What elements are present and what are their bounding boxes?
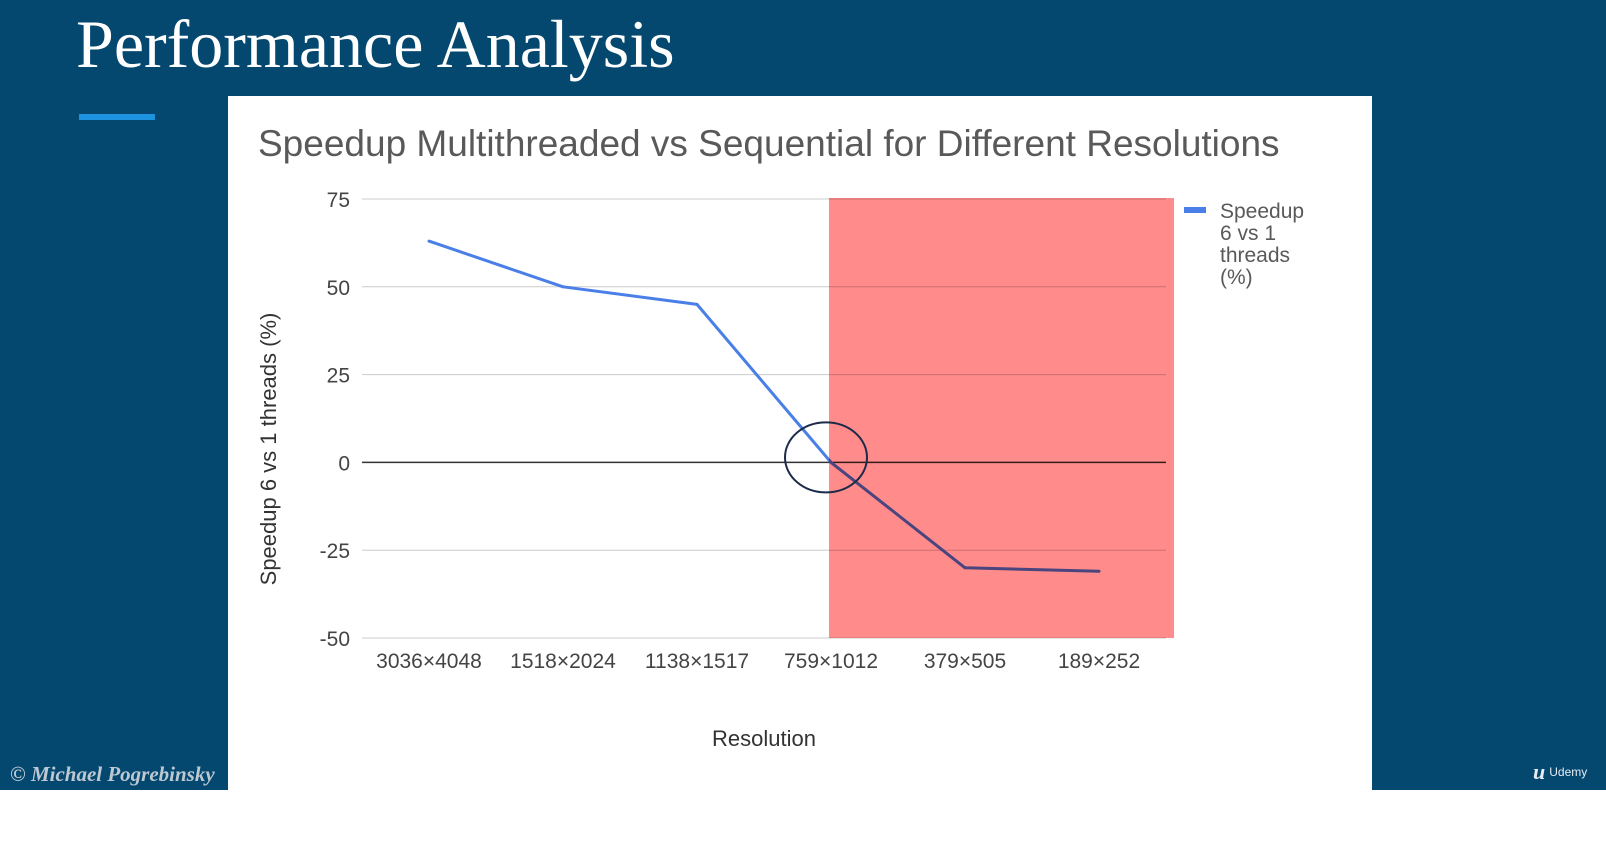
- legend-label-line: 6 vs 1: [1220, 222, 1276, 245]
- udemy-logo: u Udemy: [1533, 759, 1588, 784]
- udemy-mark-icon: u: [1533, 759, 1546, 784]
- x-tick-label: 189×252: [1058, 650, 1140, 673]
- annotation-circle: [784, 421, 868, 494]
- data-point: [561, 285, 565, 289]
- y-tick-label: 0: [338, 452, 350, 475]
- x-tick-label: 3036×4048: [376, 650, 482, 673]
- x-tick-label: 379×505: [924, 650, 1006, 673]
- legend-label-line: threads: [1220, 244, 1290, 267]
- data-point: [695, 302, 699, 306]
- title-accent-bar: [79, 114, 155, 120]
- x-tick-label: 1518×2024: [510, 650, 616, 673]
- slide-title: Performance Analysis: [76, 6, 675, 82]
- overlay-layer: [784, 198, 1174, 638]
- slide: Performance Analysis Speedup Multithread…: [0, 0, 1606, 790]
- y-tick-label: -50: [320, 628, 350, 651]
- y-tick-label: -25: [320, 540, 350, 563]
- chart-title: Speedup Multithreaded vs Sequential for …: [258, 123, 1280, 164]
- highlight-region: [829, 198, 1174, 638]
- x-tick-label: 1138×1517: [645, 650, 749, 673]
- data-point: [427, 239, 431, 243]
- y-tick-label: 50: [327, 277, 350, 300]
- legend-label: Speedup 6 vs 1 threads (%): [1220, 200, 1304, 289]
- copyright-notice: © Michael Pogrebinsky: [10, 762, 215, 786]
- udemy-wordmark: Udemy: [1549, 765, 1588, 779]
- x-axis-label: Resolution: [712, 726, 816, 751]
- x-tick-label: 759×1012: [784, 650, 878, 673]
- x-tick-labels: 3036×4048 1518×2024 1138×1517 759×1012 379×5…: [376, 650, 1140, 673]
- y-tick-label: 75: [327, 189, 350, 212]
- legend-swatch: [1184, 207, 1206, 213]
- legend-label-line: Speedup: [1220, 200, 1304, 223]
- y-tick-labels: 75 50 25 0 -25 -50: [320, 189, 350, 651]
- legend-label-line: (%): [1220, 266, 1253, 289]
- y-tick-label: 25: [327, 365, 350, 388]
- y-axis-label: Speedup 6 vs 1 threads (%): [256, 313, 281, 586]
- speedup-chart: Speedup Multithreaded vs Sequential for …: [256, 123, 1304, 751]
- chart-card: Speedup Multithreaded vs Sequential for …: [228, 96, 1372, 790]
- legend: Speedup 6 vs 1 threads (%): [1184, 200, 1304, 289]
